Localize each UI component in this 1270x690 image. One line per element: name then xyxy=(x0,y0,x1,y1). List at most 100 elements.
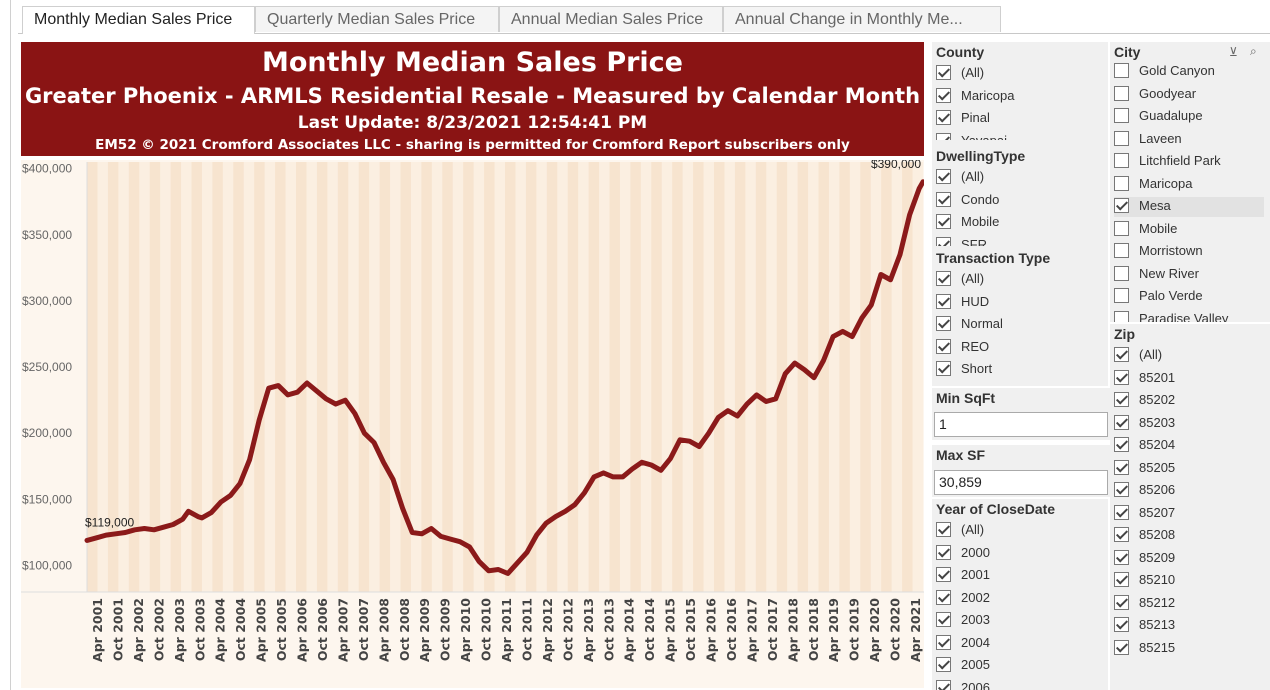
city-option[interactable]: Laveen xyxy=(1114,130,1270,150)
city-checkbox[interactable] xyxy=(1114,288,1129,303)
county-option[interactable]: Pinal xyxy=(936,109,1106,129)
zip-checkbox[interactable] xyxy=(1114,482,1129,497)
city-checkbox[interactable] xyxy=(1114,265,1129,281)
year-checkbox[interactable] xyxy=(936,567,951,582)
city-option[interactable]: Guadalupe xyxy=(1114,107,1270,127)
zip-option[interactable]: 85201 xyxy=(1114,369,1270,389)
year-checkbox[interactable] xyxy=(936,589,951,605)
transaction-option[interactable]: Short xyxy=(936,360,1106,380)
city-option[interactable]: Litchfield Park xyxy=(1114,152,1270,172)
county-checkbox[interactable] xyxy=(936,110,951,125)
year-checkbox[interactable] xyxy=(936,544,951,560)
year-option[interactable]: 2003 xyxy=(936,611,1106,631)
city-checkbox[interactable] xyxy=(1114,130,1129,146)
price-line-chart[interactable]: $100,000 $150,000 $200,000 $250,000 $300,000… xyxy=(21,160,924,688)
dwelling-option[interactable]: Condo xyxy=(936,191,1106,211)
year-option[interactable]: 2005 xyxy=(936,656,1106,676)
city-option[interactable]: New River xyxy=(1114,265,1270,285)
year-option[interactable]: 2001 xyxy=(936,566,1106,586)
county-option[interactable]: (All) xyxy=(936,64,1106,84)
zip-checkbox[interactable] xyxy=(1114,347,1129,362)
year-option[interactable]: 2004 xyxy=(936,634,1106,654)
dwelling-option[interactable]: Mobile xyxy=(936,213,1106,233)
county-option[interactable]: Yavapai xyxy=(936,132,1106,140)
zip-option[interactable]: 85202 xyxy=(1114,391,1270,411)
year-option[interactable]: 2002 xyxy=(936,589,1106,609)
zip-option[interactable]: 85207 xyxy=(1114,504,1270,524)
zip-checkbox[interactable] xyxy=(1114,414,1129,430)
zip-checkbox[interactable] xyxy=(1114,639,1129,655)
city-checkbox[interactable] xyxy=(1114,63,1129,78)
city-option[interactable]: Mobile xyxy=(1114,220,1270,240)
city-checkbox[interactable] xyxy=(1114,310,1129,322)
tab-monthly-median[interactable]: Monthly Median Sales Price xyxy=(22,6,255,34)
zip-checkbox[interactable] xyxy=(1114,527,1129,542)
transaction-option[interactable]: (All) xyxy=(936,270,1106,290)
max-sf-input[interactable]: 30,859 xyxy=(934,470,1108,495)
search-icon[interactable]: ⌕ xyxy=(1250,44,1257,58)
city-option[interactable]: Goodyear xyxy=(1114,85,1270,105)
transaction-checkbox[interactable] xyxy=(936,316,951,331)
dwelling-checkbox[interactable] xyxy=(936,236,951,246)
year-option[interactable]: (All) xyxy=(936,521,1106,541)
zip-option[interactable]: 85203 xyxy=(1114,414,1270,434)
zip-option[interactable]: (All) xyxy=(1114,346,1270,366)
zip-checkbox[interactable] xyxy=(1114,437,1129,452)
dwelling-checkbox[interactable] xyxy=(936,169,951,184)
city-option[interactable]: Maricopa xyxy=(1114,175,1270,195)
tab-annual-median[interactable]: Annual Median Sales Price xyxy=(499,6,723,32)
dwelling-option[interactable]: (All) xyxy=(936,168,1106,188)
zip-checkbox[interactable] xyxy=(1114,549,1129,565)
dwelling-option[interactable]: SFR xyxy=(936,236,1106,246)
tab-annual-change[interactable]: Annual Change in Monthly Me... xyxy=(723,6,1001,32)
zip-checkbox[interactable] xyxy=(1114,504,1129,520)
dwelling-checkbox[interactable] xyxy=(936,191,951,207)
zip-option[interactable]: 85209 xyxy=(1114,549,1270,569)
city-option[interactable]: Paradise Valley xyxy=(1114,310,1270,322)
transaction-checkbox[interactable] xyxy=(936,293,951,309)
city-checkbox[interactable] xyxy=(1114,198,1129,213)
zip-option[interactable]: 85215 xyxy=(1114,639,1270,659)
city-checkbox[interactable] xyxy=(1114,85,1129,101)
city-checkbox[interactable] xyxy=(1114,153,1129,168)
year-checkbox[interactable] xyxy=(936,522,951,537)
year-checkbox[interactable] xyxy=(936,612,951,627)
zip-option[interactable]: 85204 xyxy=(1114,436,1270,456)
zip-checkbox[interactable] xyxy=(1114,594,1129,610)
city-option[interactable]: Morristown xyxy=(1114,242,1270,262)
transaction-option[interactable]: REO xyxy=(936,338,1106,358)
year-option[interactable]: 2006 xyxy=(936,679,1106,690)
county-checkbox[interactable] xyxy=(936,65,951,80)
city-option[interactable]: Palo Verde xyxy=(1114,287,1270,307)
transaction-option[interactable]: HUD xyxy=(936,293,1106,313)
transaction-checkbox[interactable] xyxy=(936,361,951,376)
zip-option[interactable]: 85213 xyxy=(1114,616,1270,636)
dwelling-checkbox[interactable] xyxy=(936,214,951,229)
tab-quarterly-median[interactable]: Quarterly Median Sales Price xyxy=(255,6,499,32)
city-option[interactable]: Mesa xyxy=(1114,197,1264,217)
city-option[interactable]: Gold Canyon xyxy=(1114,62,1270,82)
city-checkbox[interactable] xyxy=(1114,108,1129,123)
min-sqft-input[interactable]: 1 xyxy=(934,412,1108,437)
zip-checkbox[interactable] xyxy=(1114,392,1129,407)
transaction-checkbox[interactable] xyxy=(936,338,951,354)
city-checkbox[interactable] xyxy=(1114,175,1129,191)
year-checkbox[interactable] xyxy=(936,634,951,650)
zip-option[interactable]: 85206 xyxy=(1114,481,1270,501)
zip-checkbox[interactable] xyxy=(1114,369,1129,385)
clear-filter-icon[interactable]: ⊻ xyxy=(1229,45,1238,59)
transaction-checkbox[interactable] xyxy=(936,271,951,286)
county-option[interactable]: Maricopa xyxy=(936,87,1106,107)
zip-option[interactable]: 85212 xyxy=(1114,594,1270,614)
zip-option[interactable]: 85210 xyxy=(1114,571,1270,591)
zip-option[interactable]: 85205 xyxy=(1114,459,1270,479)
year-checkbox[interactable] xyxy=(936,657,951,672)
county-checkbox[interactable] xyxy=(936,132,951,140)
zip-option[interactable]: 85208 xyxy=(1114,526,1270,546)
city-checkbox[interactable] xyxy=(1114,243,1129,258)
zip-checkbox[interactable] xyxy=(1114,459,1129,475)
year-option[interactable]: 2000 xyxy=(936,544,1106,564)
year-checkbox[interactable] xyxy=(936,679,951,690)
county-checkbox[interactable] xyxy=(936,87,951,103)
zip-checkbox[interactable] xyxy=(1114,572,1129,587)
